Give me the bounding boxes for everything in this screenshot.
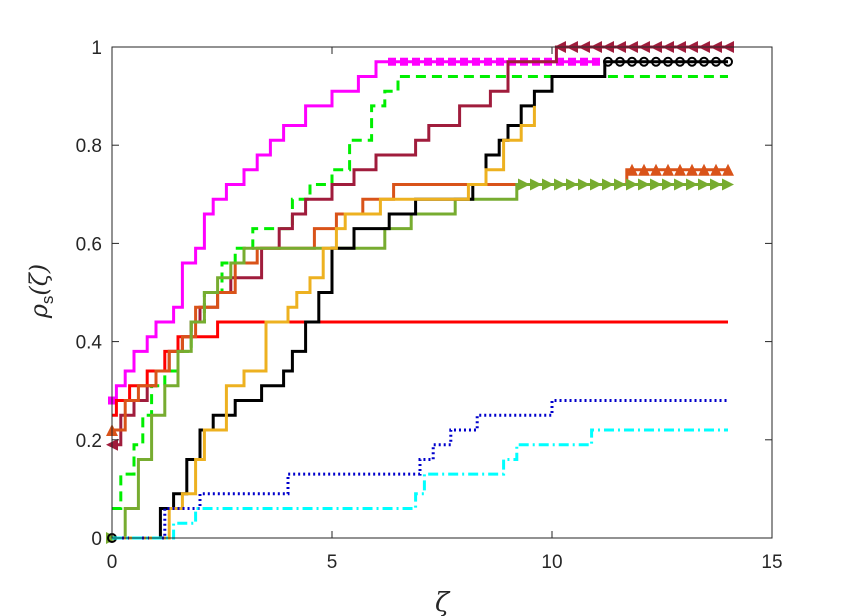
y-axis-label-main: ρ xyxy=(25,304,53,319)
series-0 xyxy=(108,57,600,405)
data-point-marker xyxy=(639,56,649,67)
data-point-marker xyxy=(400,57,408,66)
data-point-marker xyxy=(592,57,600,66)
x-tick-label: 15 xyxy=(761,552,782,573)
y-tick-label: 0.8 xyxy=(76,136,102,157)
y-axis-label: ρs(ζ) xyxy=(25,264,57,319)
data-point-marker xyxy=(674,163,686,176)
data-point-marker xyxy=(530,178,542,191)
series-line xyxy=(112,168,728,432)
data-point-marker xyxy=(580,57,588,66)
data-point-marker xyxy=(554,178,566,191)
series-1 xyxy=(112,74,728,511)
data-point-marker xyxy=(662,163,674,176)
series-9 xyxy=(112,428,728,540)
series-line xyxy=(112,60,596,403)
y-axis-label-sub: s xyxy=(38,296,57,305)
series-7 xyxy=(112,105,536,540)
data-point-marker xyxy=(496,57,504,66)
series-line xyxy=(112,60,728,540)
series-line xyxy=(112,74,728,511)
data-point-marker xyxy=(388,57,396,66)
data-point-marker xyxy=(686,178,698,191)
data-point-marker xyxy=(615,56,625,67)
series-4 xyxy=(106,163,734,436)
y-axis-label-arg: (ζ) xyxy=(25,264,53,296)
data-point-marker xyxy=(722,163,734,176)
data-point-marker xyxy=(651,56,661,67)
data-point-marker xyxy=(626,178,638,191)
data-point-marker xyxy=(711,56,721,67)
data-point-marker xyxy=(698,178,710,191)
data-point-marker xyxy=(686,163,698,176)
x-tick-label: 5 xyxy=(327,552,338,573)
data-point-marker xyxy=(650,178,662,191)
data-point-marker xyxy=(472,57,480,66)
data-point-marker xyxy=(424,57,432,66)
y-tick-label: 0 xyxy=(91,529,102,550)
data-point-marker xyxy=(627,56,637,67)
series-8 xyxy=(112,399,728,540)
data-point-marker xyxy=(710,163,722,176)
y-axis-label-group: ρs(ζ) xyxy=(25,264,57,319)
data-point-marker xyxy=(614,178,626,191)
x-axis-label: ζ xyxy=(435,588,451,616)
series-line xyxy=(112,105,536,540)
data-point-marker xyxy=(687,56,697,67)
data-point-marker xyxy=(412,57,420,66)
data-point-marker xyxy=(484,57,492,66)
data-point-marker xyxy=(638,163,650,176)
data-point-marker xyxy=(566,178,578,191)
data-point-marker xyxy=(542,178,554,191)
data-point-marker xyxy=(590,178,602,191)
data-point-marker xyxy=(723,56,733,67)
data-point-marker xyxy=(603,56,613,67)
y-tick-label: 1 xyxy=(91,38,102,59)
data-point-marker xyxy=(699,56,709,67)
x-tick-label: 10 xyxy=(541,552,562,573)
data-point-marker xyxy=(518,178,530,191)
data-point-marker xyxy=(710,178,722,191)
data-point-marker xyxy=(626,163,638,176)
series-line xyxy=(112,428,728,540)
y-tick-label: 0.4 xyxy=(76,333,103,354)
data-point-marker xyxy=(460,57,468,66)
data-point-marker xyxy=(578,178,590,191)
data-point-marker xyxy=(602,178,614,191)
data-point-marker xyxy=(436,57,444,66)
series-line xyxy=(112,182,728,540)
data-point-marker xyxy=(675,56,685,67)
x-tick-label: 0 xyxy=(107,552,118,573)
data-point-marker xyxy=(698,163,710,176)
data-point-marker xyxy=(722,178,734,191)
data-point-marker xyxy=(568,57,576,66)
tick-layer: 0 5 10 15 0 0.2 0.4 0.6 0.8 1 xyxy=(76,38,783,573)
data-point-marker xyxy=(650,163,662,176)
data-point-marker xyxy=(663,56,673,67)
series-line xyxy=(112,399,728,540)
data-point-marker xyxy=(662,178,674,191)
y-tick-label: 0.6 xyxy=(76,234,102,255)
y-tick-label: 0.2 xyxy=(76,431,102,452)
data-point-marker xyxy=(556,57,564,66)
data-point-marker xyxy=(448,57,456,66)
data-point-marker xyxy=(638,178,650,191)
axes-box xyxy=(111,46,773,539)
data-point-marker xyxy=(674,178,686,191)
